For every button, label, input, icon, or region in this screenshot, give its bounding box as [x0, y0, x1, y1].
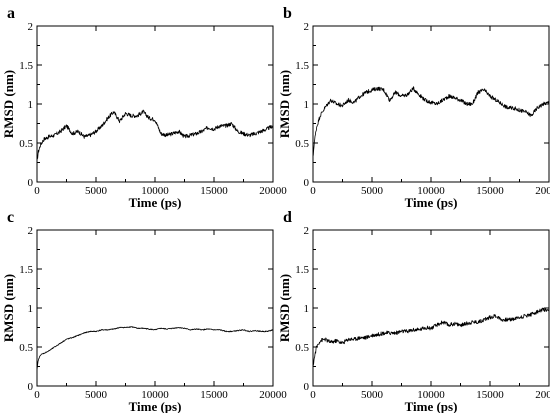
panel-label: c — [7, 209, 14, 226]
panel-label: b — [283, 5, 292, 22]
chart-panel-a: a 0 5000 10000 15000 20000 0 0.5 1 1.5 2 Time (ps) R… — [1, 5, 287, 210]
y-tick-label: 2 — [304, 21, 310, 33]
rmsd-series-line — [36, 109, 274, 162]
x-tick-label: 0 — [310, 389, 316, 401]
plot-frame — [36, 229, 274, 387]
x-tick-label: 15000 — [476, 389, 504, 401]
y-tick-label: 0 — [304, 177, 310, 189]
x-tick-label: 20000 — [535, 185, 550, 197]
y-tick-label: 1 — [28, 99, 34, 111]
rmsd-series-line — [312, 307, 550, 366]
x-tick-label: 5000 — [361, 185, 384, 197]
y-tick-label: 0.5 — [19, 342, 33, 354]
x-axis-label: Time (ps) — [405, 399, 458, 413]
plot-frame — [312, 229, 550, 387]
y-axis-label: RMSD (nm) — [1, 274, 16, 342]
x-tick-label: 20000 — [259, 389, 287, 401]
x-tick-label: 20000 — [259, 185, 287, 197]
x-axis-label: Time (ps) — [129, 399, 182, 413]
x-tick-label: 10000 — [141, 389, 169, 401]
x-tick-label: 5000 — [85, 389, 108, 401]
y-tick-label: 0.5 — [19, 138, 33, 150]
y-tick-label: 0 — [28, 177, 34, 189]
chart-panel-d: d 0 5000 10000 15000 20000 0 0.5 1 1.5 2 Time (ps) R… — [277, 209, 550, 413]
x-axis-label: Time (ps) — [129, 195, 182, 210]
y-axis-label: RMSD (nm) — [277, 70, 292, 138]
y-tick-label: 2 — [28, 225, 34, 237]
y-tick-label: 2 — [28, 21, 34, 33]
x-tick-label: 20000 — [535, 389, 550, 401]
y-tick-label: 1 — [304, 303, 310, 315]
chart-panel-c: c 0 5000 10000 15000 20000 0 0.5 1 1.5 2 Time (ps) R… — [1, 209, 287, 413]
x-tick-label: 10000 — [141, 185, 169, 197]
rmsd-series-line — [36, 326, 274, 371]
y-tick-label: 2 — [304, 225, 310, 237]
panel-label: a — [7, 5, 15, 22]
y-tick-label: 0.5 — [295, 138, 309, 150]
x-tick-label: 15000 — [200, 389, 228, 401]
y-tick-label: 0.5 — [295, 342, 309, 354]
panel-label: d — [283, 209, 292, 226]
y-tick-label: 0 — [28, 381, 34, 393]
x-tick-label: 0 — [310, 185, 316, 197]
x-tick-label: 15000 — [200, 185, 228, 197]
x-tick-label: 5000 — [361, 389, 384, 401]
y-tick-label: 1.5 — [19, 60, 33, 72]
chart-panel-b: b 0 5000 10000 15000 20000 0 0.5 1 1.5 2 Time (ps) R… — [277, 5, 550, 210]
y-axis-label: RMSD (nm) — [1, 70, 16, 138]
y-tick-label: 0 — [304, 381, 310, 393]
x-tick-label: 15000 — [476, 185, 504, 197]
y-tick-label: 1 — [304, 99, 310, 111]
y-tick-label: 1.5 — [295, 60, 309, 72]
x-tick-label: 0 — [34, 389, 40, 401]
y-tick-label: 1 — [28, 303, 34, 315]
x-axis-label: Time (ps) — [405, 195, 458, 210]
plot-frame — [36, 25, 274, 183]
x-tick-label: 10000 — [417, 185, 445, 197]
rmsd-series-line — [312, 86, 550, 158]
y-axis-label: RMSD (nm) — [277, 274, 292, 342]
x-tick-label: 5000 — [85, 185, 108, 197]
x-tick-label: 0 — [34, 185, 40, 197]
y-tick-label: 1.5 — [295, 264, 309, 276]
y-tick-label: 1.5 — [19, 264, 33, 276]
x-tick-label: 10000 — [417, 389, 445, 401]
